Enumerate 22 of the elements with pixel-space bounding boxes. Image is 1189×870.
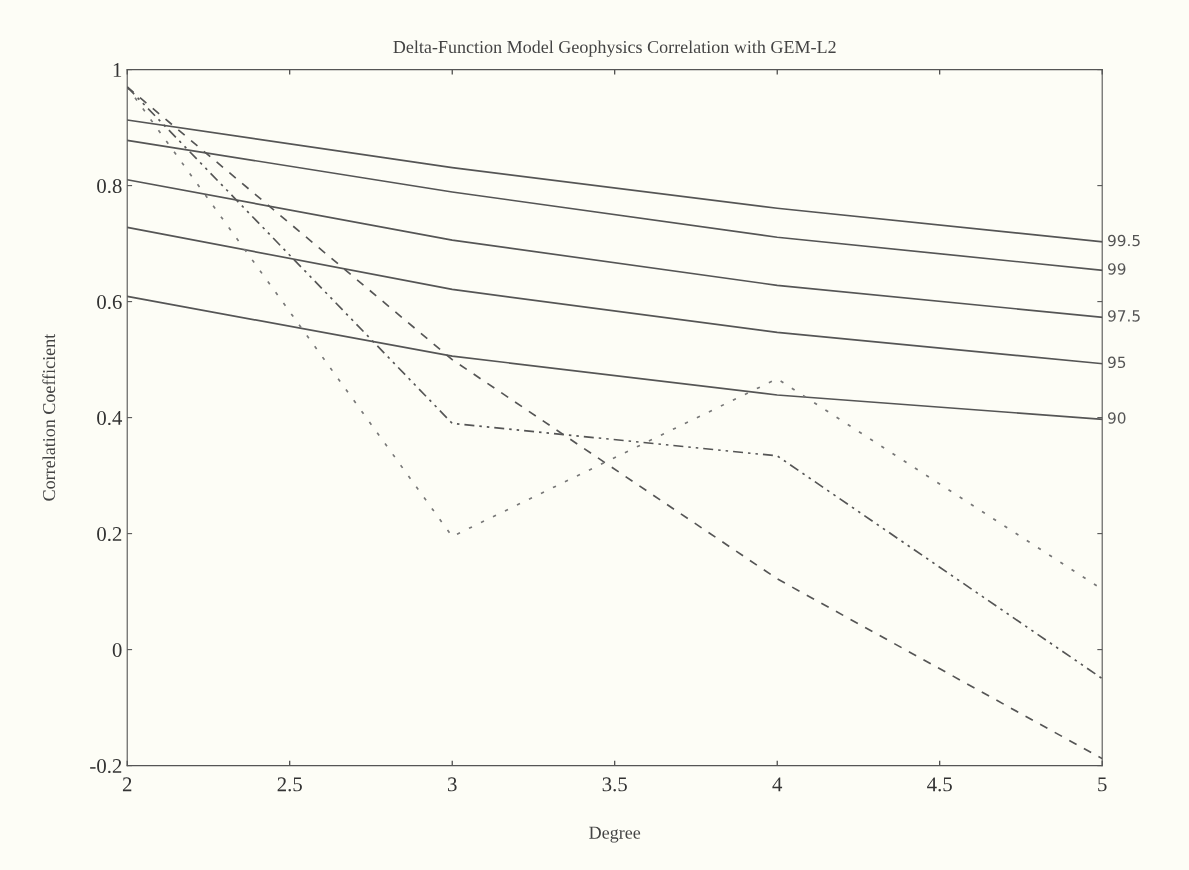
- y-tick-label: 0.8: [97, 178, 122, 194]
- x-tick-label: 3.5: [602, 777, 627, 792]
- x-tick-label: 2.5: [277, 777, 302, 792]
- legend-label: 97.5: [1108, 310, 1140, 322]
- x-tick-label: 2: [122, 777, 132, 792]
- x-tick-label: 3: [448, 777, 457, 792]
- y-tick-label: 0.4: [97, 410, 123, 426]
- y-tick-label: -0.2: [90, 758, 122, 774]
- series-label: 99.5: [1108, 234, 1140, 247]
- series-label: 99: [1108, 263, 1126, 275]
- x-tick-label: 4: [772, 777, 783, 792]
- y-tick-label: 1: [113, 63, 122, 77]
- y-tick-label: 0.2: [97, 526, 122, 542]
- y-axis-title: Correlation Coefficient: [42, 333, 56, 501]
- y-tick-label: 0.6: [97, 294, 122, 310]
- x-tick-label: 4.5: [927, 777, 952, 792]
- legend-label: 90: [1108, 412, 1126, 424]
- x-axis-title: Degree: [589, 826, 641, 843]
- chart-title: Delta-Function Model Geophysics Correlation with GEM-L2: [393, 40, 836, 57]
- y-tick-label: 0: [112, 642, 122, 658]
- series-label: 95: [1108, 356, 1126, 369]
- x-tick-label: 5: [1098, 777, 1107, 792]
